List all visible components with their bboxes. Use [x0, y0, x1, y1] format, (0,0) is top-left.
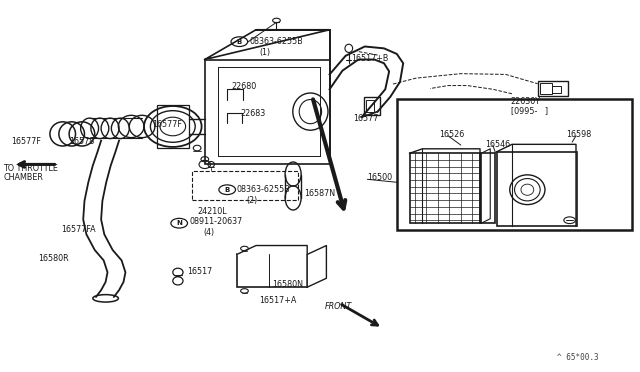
Bar — [497, 152, 577, 226]
Bar — [366, 100, 374, 112]
Bar — [538, 81, 568, 96]
Text: 16577: 16577 — [353, 114, 379, 123]
Text: 16517+B: 16517+B — [351, 54, 388, 63]
Bar — [397, 99, 632, 230]
Polygon shape — [307, 246, 326, 287]
Text: 16500: 16500 — [367, 173, 392, 182]
Text: 16578: 16578 — [69, 137, 94, 146]
Bar — [205, 60, 330, 164]
Text: 16577F: 16577F — [12, 137, 42, 146]
Text: 16526: 16526 — [439, 130, 464, 139]
Text: TO THROTTLE: TO THROTTLE — [3, 164, 58, 173]
Text: 16517+A: 16517+A — [259, 296, 296, 305]
Text: 22680: 22680 — [232, 82, 257, 91]
Text: CHAMBER: CHAMBER — [3, 173, 43, 182]
Text: (1): (1) — [259, 48, 270, 57]
Text: N: N — [176, 220, 182, 226]
Bar — [540, 83, 552, 94]
Text: 16587N: 16587N — [305, 189, 336, 198]
Polygon shape — [205, 30, 330, 60]
Text: B: B — [225, 187, 230, 193]
Bar — [481, 153, 495, 223]
Bar — [410, 153, 480, 223]
Bar — [237, 254, 307, 287]
Text: FRONT: FRONT — [325, 302, 353, 311]
Polygon shape — [237, 246, 307, 254]
Text: 16580N: 16580N — [272, 280, 303, 289]
Text: 16577F: 16577F — [152, 120, 182, 129]
Text: B: B — [237, 39, 242, 45]
Text: 16580R: 16580R — [38, 254, 69, 263]
Text: (4): (4) — [204, 228, 214, 237]
Bar — [364, 97, 380, 115]
Text: ^ 65*00.3: ^ 65*00.3 — [557, 353, 598, 362]
Text: 16546: 16546 — [485, 140, 510, 149]
Bar — [157, 105, 189, 148]
Text: 16598: 16598 — [566, 130, 591, 139]
Bar — [552, 86, 561, 93]
Text: 24210L: 24210L — [197, 207, 227, 216]
Text: (2): (2) — [246, 196, 258, 205]
Text: 08363-6255B: 08363-6255B — [250, 37, 303, 46]
Polygon shape — [256, 30, 330, 164]
Text: [0995-   ]: [0995- ] — [511, 106, 548, 115]
Text: 16517: 16517 — [187, 267, 212, 276]
Text: 08363-6255B: 08363-6255B — [237, 185, 291, 194]
Text: 16577FA: 16577FA — [61, 225, 95, 234]
Text: 22630Y: 22630Y — [511, 97, 541, 106]
Text: 22683: 22683 — [240, 109, 265, 118]
Text: 08911-20637: 08911-20637 — [189, 217, 243, 226]
